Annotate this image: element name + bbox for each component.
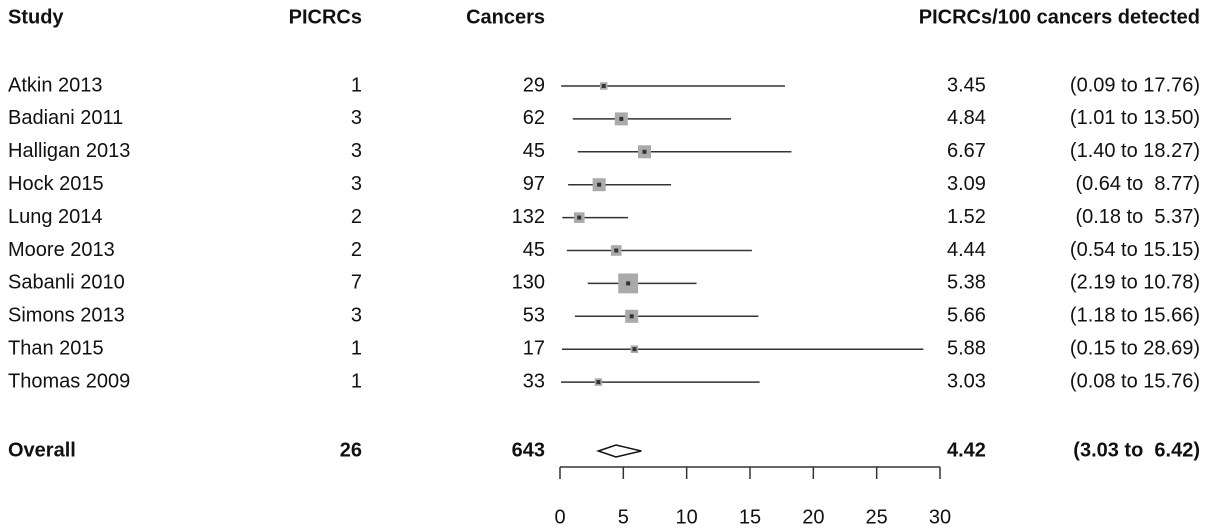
overall-estimate: 4.42 [947, 439, 986, 461]
ci-label: (1.40 to 18.27) [1070, 140, 1200, 162]
overall-ci: (3.03 to 6.42) [1073, 439, 1200, 461]
picrcs-count: 7 [351, 272, 362, 294]
overall-diamond [596, 444, 642, 458]
study-name: Thomas 2009 [8, 370, 130, 392]
study-name: Halligan 2013 [8, 140, 130, 162]
estimate-label: 3.09 [947, 173, 986, 195]
estimate-point [632, 347, 637, 352]
estimate-label: 4.84 [947, 107, 986, 129]
estimate-label: 3.03 [947, 370, 986, 392]
cancer-count: 33 [523, 370, 545, 392]
cancer-count: 53 [523, 305, 545, 327]
cancer-count: 97 [523, 173, 545, 195]
ci-label: (0.18 to 5.37) [1075, 206, 1200, 228]
cancer-count: 29 [523, 74, 545, 96]
overall-cancers: 643 [512, 439, 545, 461]
column-header: PICRCs/100 cancers detected [919, 6, 1200, 28]
column-header: Cancers [466, 6, 545, 28]
cancer-count: 130 [512, 272, 545, 294]
picrcs-count: 2 [351, 206, 362, 228]
x-tick-label: 0 [554, 506, 565, 528]
ci-label: (0.09 to 17.76) [1070, 74, 1200, 96]
estimate-point [596, 380, 601, 385]
estimate-label: 1.52 [947, 206, 986, 228]
estimate-point [577, 215, 582, 220]
estimate-point [642, 149, 647, 154]
ci-label: (0.15 to 28.69) [1070, 337, 1200, 359]
cancer-count: 45 [523, 140, 545, 162]
estimate-point [597, 182, 602, 187]
estimate-label: 5.88 [947, 337, 986, 359]
study-name: Than 2015 [8, 337, 104, 359]
picrcs-count: 1 [351, 337, 362, 359]
picrcs-count: 3 [351, 173, 362, 195]
estimate-label: 6.67 [947, 140, 986, 162]
estimate-label: 5.38 [947, 272, 986, 294]
estimate-point [619, 116, 624, 121]
ci-label: (0.08 to 15.76) [1070, 370, 1200, 392]
cancer-count: 132 [512, 206, 545, 228]
study-name: Hock 2015 [8, 173, 104, 195]
estimate-label: 3.45 [947, 74, 986, 96]
x-tick-label: 10 [676, 506, 698, 528]
column-header: PICRCs [289, 6, 362, 28]
picrcs-count: 2 [351, 239, 362, 261]
x-tick-label: 30 [929, 506, 951, 528]
estimate-point [601, 84, 606, 88]
cancer-count: 45 [523, 239, 545, 261]
overall-label: Overall [8, 439, 76, 461]
estimate-point [629, 314, 634, 319]
estimate-point [614, 248, 619, 253]
study-name: Sabanli 2010 [8, 272, 125, 294]
estimate-point [626, 281, 631, 286]
ci-label: (1.01 to 13.50) [1070, 107, 1200, 129]
picrcs-count: 3 [351, 305, 362, 327]
study-name: Moore 2013 [8, 239, 115, 261]
overall-picrcs: 26 [340, 439, 362, 461]
picrcs-count: 1 [351, 74, 362, 96]
picrcs-count: 3 [351, 140, 362, 162]
ci-label: (0.54 to 15.15) [1070, 239, 1200, 261]
study-name: Badiani 2011 [8, 107, 123, 129]
cancer-count: 17 [523, 337, 545, 359]
column-header: Study [8, 6, 64, 28]
ci-label: (1.18 to 15.66) [1070, 305, 1200, 327]
estimate-label: 4.44 [947, 239, 986, 261]
cancer-count: 62 [523, 107, 545, 129]
estimate-label: 5.66 [947, 305, 986, 327]
x-tick-label: 5 [618, 506, 629, 528]
picrcs-count: 1 [351, 370, 362, 392]
study-name: Atkin 2013 [8, 74, 103, 96]
x-tick-label: 20 [802, 506, 824, 528]
ci-label: (0.64 to 8.77) [1075, 173, 1200, 195]
ci-label: (2.19 to 10.78) [1070, 272, 1200, 294]
picrcs-count: 3 [351, 107, 362, 129]
study-name: Lung 2014 [8, 206, 103, 228]
x-tick-label: 25 [866, 506, 888, 528]
study-name: Simons 2013 [8, 305, 125, 327]
x-tick-label: 15 [739, 506, 761, 528]
